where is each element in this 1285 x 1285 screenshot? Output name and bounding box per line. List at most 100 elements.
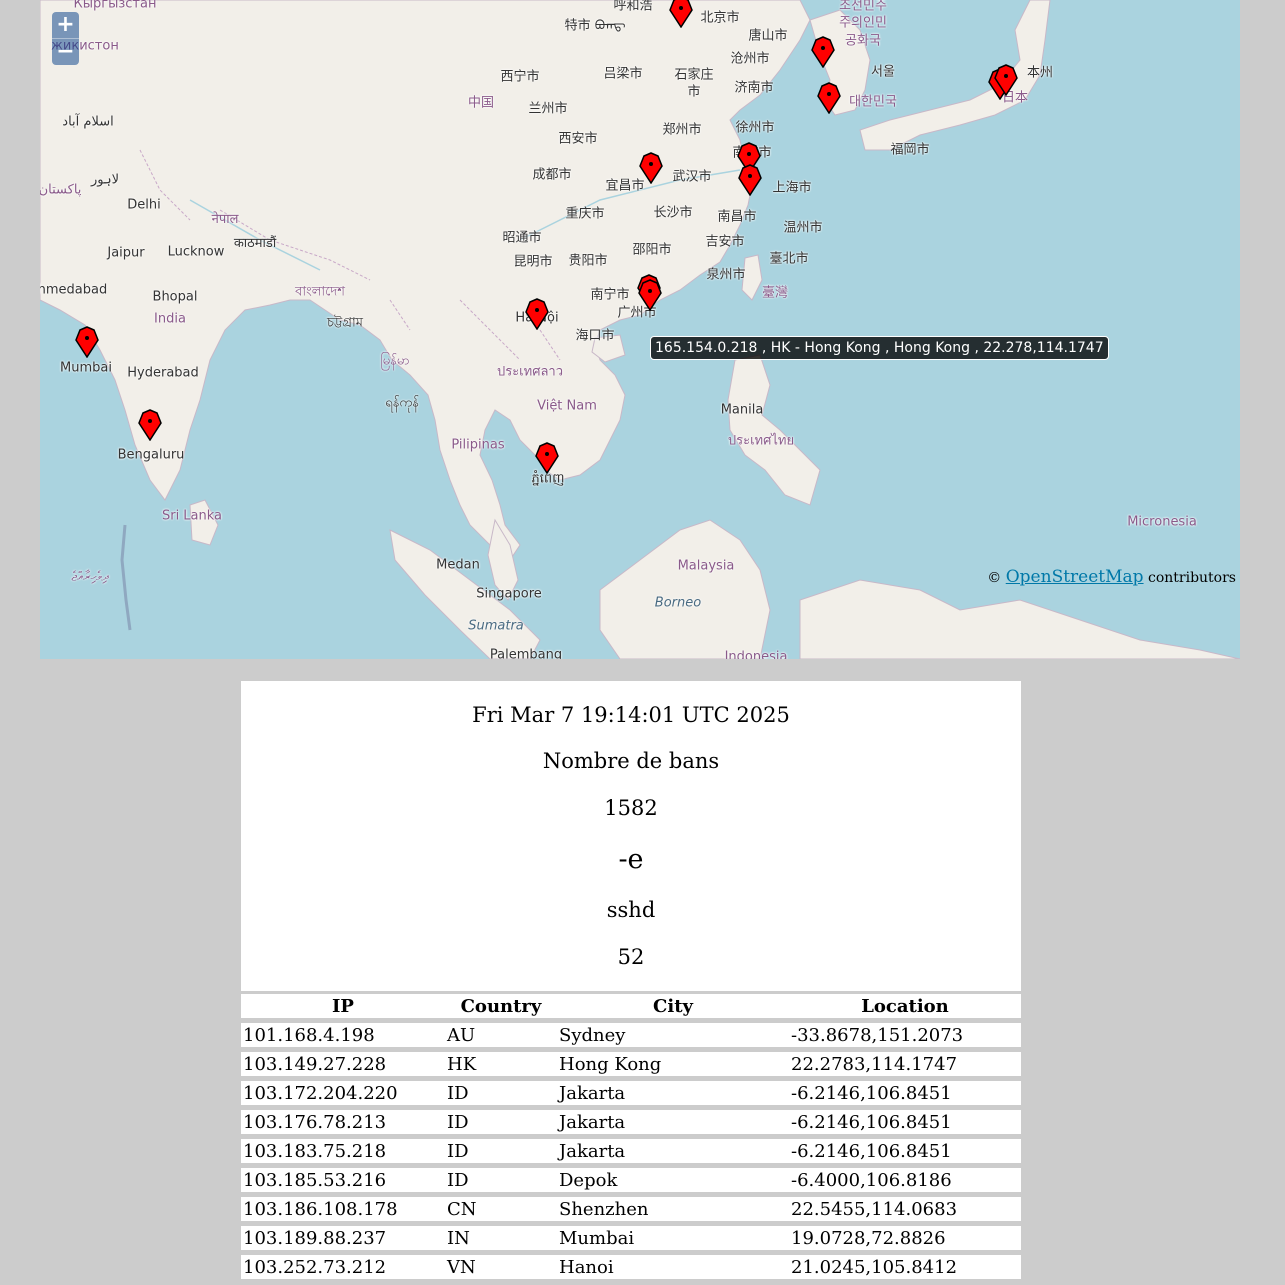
map-label: 海口市 [575, 328, 615, 344]
map-label: 臺北市 [769, 251, 809, 267]
map-marker-icon[interactable] [638, 152, 664, 185]
map-label: 呼和浩 [613, 0, 653, 14]
map-label: 济南市 [734, 80, 774, 96]
location-cell: 19.0728,72.8826 [789, 1226, 1021, 1250]
bans-count: 1582 [604, 796, 658, 820]
country-cell: ID [445, 1139, 557, 1163]
table-row: 103.189.88.237 IN Mumbai 19.0728,72.8826 [241, 1226, 1021, 1250]
map-label: 昆明市 [513, 254, 553, 270]
city-cell: Jakarta [557, 1139, 789, 1163]
map-label: 温州市 [783, 220, 823, 236]
map-label: 西宁市 [500, 69, 540, 85]
map-label: 兰州市 [528, 101, 568, 117]
map-label: 武汉市 [672, 169, 712, 185]
map-label: 邵阳市 [632, 242, 672, 258]
map-label: 대한민국 [849, 94, 897, 110]
map-label: 福岡市 [890, 142, 930, 158]
zoom-in-button[interactable]: + [52, 12, 79, 38]
ip-cell: 103.183.75.218 [241, 1139, 445, 1163]
bans-label: Nombre de bans [542, 749, 720, 773]
map-label: 臺灣 [761, 285, 789, 301]
location-cell: -6.4000,106.8186 [789, 1168, 1021, 1192]
map-marker-icon[interactable] [810, 36, 836, 69]
header-city: City [557, 994, 789, 1018]
map-label: 成都市 [532, 167, 572, 183]
map-marker-icon[interactable] [993, 64, 1019, 97]
country-cell: AU [445, 1023, 557, 1047]
map-label: Pilipinas [451, 437, 505, 453]
map-label: Lucknow [167, 244, 225, 260]
map-label: 市 [687, 84, 701, 100]
city-cell: Depok [557, 1168, 789, 1192]
map-label: 吉安市 [705, 234, 745, 250]
location-cell: 21.0245,105.8412 [789, 1255, 1021, 1279]
ip-cell: 103.149.27.228 [241, 1052, 445, 1076]
map-label: नेपाल [211, 212, 239, 227]
map-label: 北京市 [700, 10, 740, 26]
map-label: Jaipur [107, 245, 145, 261]
map-view[interactable]: Кыргызстан жикистон 呼和浩 特市 ᠪᠣᠭᠳ᠋ 北京市 唐山市 沧州市 조선… [40, 0, 1240, 659]
map-marker-icon[interactable] [534, 442, 560, 475]
map-marker-icon[interactable] [816, 82, 842, 115]
table-row: 103.185.53.216 ID Depok -6.4000,106.8186 [241, 1168, 1021, 1192]
location-cell: 22.2783,114.1747 [789, 1052, 1021, 1076]
map-label: Indonesia [724, 649, 788, 660]
service-count: 52 [617, 945, 645, 969]
map-label: Sri Lanka [161, 508, 223, 524]
marker-tooltip: 165.154.0.218 , HK - Hong Kong , Hong Ko… [650, 336, 1109, 360]
map-background [40, 0, 1240, 659]
map-label: 공화국 [845, 33, 881, 49]
location-cell: -33.8678,151.2073 [789, 1023, 1021, 1047]
map-label: Delhi [127, 197, 161, 213]
header-country: Country [445, 994, 557, 1018]
service-name: sshd [606, 898, 656, 922]
table-row: 103.149.27.228 HK Hong Kong 22.2783,114.174… [241, 1052, 1021, 1076]
map-label: 上海市 [772, 180, 812, 196]
table-body: 101.168.4.198 AU Sydney -33.8678,151.2073 10… [241, 1023, 1021, 1279]
openstreetmap-link[interactable]: OpenStreetMap [1005, 567, 1144, 587]
map-marker-icon[interactable] [668, 0, 694, 29]
country-cell: VN [445, 1255, 557, 1279]
stats-panel: Fri Mar 7 19:14:01 UTC 2025 Nombre de ba… [241, 681, 1021, 991]
map-label: 日本 [1001, 90, 1029, 106]
map-label: 唐山市 [748, 28, 788, 44]
ip-cell: 103.185.53.216 [241, 1168, 445, 1192]
country-cell: CN [445, 1197, 557, 1221]
header-ip: IP [241, 994, 445, 1018]
map-marker-icon[interactable] [736, 142, 762, 175]
map-label: চট্টগ্রাম [327, 315, 363, 331]
attribution-suffix: contributors [1148, 570, 1236, 586]
country-cell: IN [445, 1226, 557, 1250]
map-marker-icon[interactable] [737, 164, 763, 197]
ip-cell: 103.252.73.212 [241, 1255, 445, 1279]
map-label: Mumbai [60, 360, 112, 376]
city-cell: Hong Kong [557, 1052, 789, 1076]
map-marker-icon[interactable] [637, 279, 663, 312]
map-label: 昭通市 [502, 230, 542, 246]
map-marker-icon[interactable] [524, 298, 550, 331]
map-label: لاہور [90, 172, 120, 188]
city-cell: Mumbai [557, 1226, 789, 1250]
map-label: Кыргызстан [73, 0, 157, 12]
zoom-out-button[interactable]: − [52, 39, 79, 65]
map-label: Borneo [654, 595, 702, 611]
map-label: काठमाडौं [233, 236, 277, 251]
header-location: Location [789, 994, 1021, 1018]
map-label: Bengaluru [117, 447, 185, 463]
map-label: Palembang [489, 647, 563, 660]
report-date: Fri Mar 7 19:14:01 UTC 2025 [472, 703, 790, 727]
map-label: 南昌市 [717, 209, 757, 225]
map-label: 沧州市 [730, 51, 770, 67]
map-attribution: © OpenStreetMap contributors [987, 567, 1236, 587]
map-label: 泉州市 [706, 267, 746, 283]
city-cell: Sydney [557, 1023, 789, 1047]
map-label: বাংলাদেশ [295, 284, 345, 300]
table-row: 103.186.108.178 CN Shenzhen 22.5455,114.068… [241, 1197, 1021, 1221]
map-marker-icon[interactable] [74, 326, 100, 359]
ip-cell: 103.172.204.220 [241, 1081, 445, 1105]
map-label: India [154, 311, 186, 327]
map-label: Ahmedabad [40, 282, 108, 298]
flag-text: -e [618, 844, 644, 875]
map-marker-icon[interactable] [137, 409, 163, 442]
map-label: Bhopal [152, 289, 198, 305]
